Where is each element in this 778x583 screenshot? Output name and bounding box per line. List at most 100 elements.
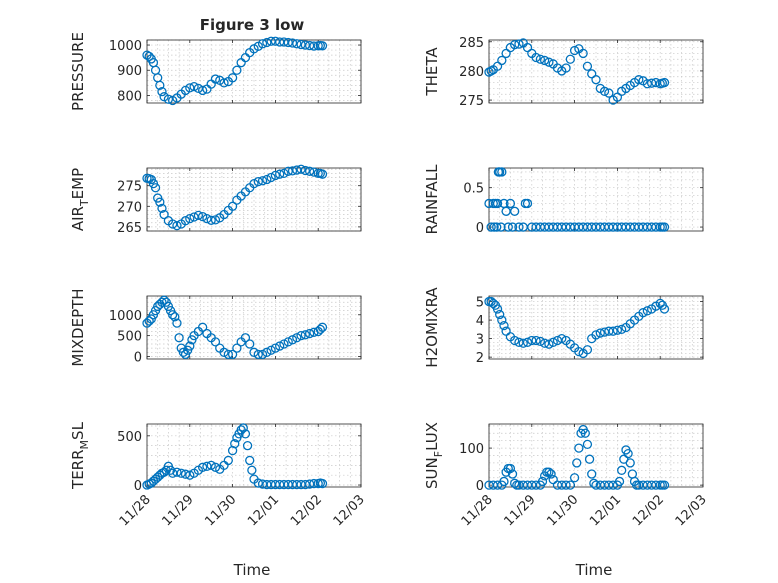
data-point <box>569 473 580 483</box>
x-tick-label: 12/03 <box>673 492 710 529</box>
data-point <box>578 48 588 59</box>
data-point <box>591 330 601 340</box>
data-point <box>617 324 627 335</box>
data-point <box>527 335 537 346</box>
data-point <box>287 38 298 48</box>
y-tick-label: 2 <box>476 351 484 366</box>
data-point <box>257 349 268 360</box>
y-tick-label: 0 <box>476 479 484 494</box>
data-point <box>535 54 546 64</box>
data-point <box>266 345 276 355</box>
data-point <box>587 69 597 79</box>
data-point <box>659 222 670 232</box>
data-point <box>292 333 302 343</box>
data-point <box>642 79 653 89</box>
data-point <box>565 480 575 490</box>
data-point <box>315 324 325 335</box>
data-point <box>537 476 548 487</box>
data-point <box>309 167 319 177</box>
data-point <box>614 476 625 487</box>
data-point <box>262 37 272 48</box>
data-point <box>522 198 533 209</box>
data-point <box>317 169 328 179</box>
data-point <box>253 176 263 187</box>
data-point <box>185 470 195 480</box>
data-point <box>623 448 633 459</box>
data-point <box>197 211 208 222</box>
data-point <box>486 222 496 232</box>
data-point <box>283 337 293 347</box>
y-tick-label: 500 <box>117 330 142 345</box>
data-point <box>150 183 161 193</box>
y-axis-label: SUNFLUX <box>423 422 445 489</box>
x-tick-label: 12/02 <box>288 492 325 529</box>
y-axis-label: PRESSURE <box>69 32 87 111</box>
data-point <box>659 77 670 88</box>
axes-frame <box>146 167 362 232</box>
y-tick-label: 3 <box>476 333 484 348</box>
subplot-pressure: 800 900 1000 PRESSURE <box>69 32 362 111</box>
y-tick-label: 800 <box>117 89 142 104</box>
data-point <box>510 206 520 216</box>
data-point <box>595 328 605 338</box>
x-axis-label-left: Time <box>233 561 271 579</box>
data-point <box>144 51 154 62</box>
x-tick-label: 11/28 <box>459 492 496 529</box>
data-point <box>496 222 506 232</box>
data-point <box>178 347 189 357</box>
data-point <box>202 461 212 471</box>
data-point <box>168 310 178 320</box>
y-tick-label: 275 <box>117 180 142 195</box>
data-point <box>304 166 315 176</box>
data-point <box>492 304 503 314</box>
data-point <box>262 174 272 185</box>
data-point <box>582 345 593 355</box>
data-point <box>612 325 623 335</box>
data-point <box>642 306 653 316</box>
data-point <box>492 198 503 209</box>
y-tick-label: 265 <box>117 221 142 236</box>
data-point <box>582 61 593 71</box>
data-point <box>172 318 182 328</box>
x-axis-label-right: Time <box>575 561 613 579</box>
data-point <box>617 465 627 475</box>
data-point <box>296 39 306 50</box>
data-point <box>180 216 191 226</box>
data-point <box>283 37 293 48</box>
subplot-sun-flux: 0 100 11/28 11/29 11/30 12/01 12/02 12/03 SUNFLU… <box>423 422 710 529</box>
data-point <box>304 328 315 339</box>
data-point <box>159 295 169 305</box>
data-point <box>287 166 298 176</box>
data-point <box>548 337 558 347</box>
x-tick-label: 12/01 <box>587 492 624 529</box>
data-point <box>612 92 623 102</box>
figure-title: Figure 3 low <box>200 16 305 34</box>
data-point <box>492 222 502 232</box>
data-point <box>634 75 644 85</box>
data-point <box>300 479 311 490</box>
data-point <box>518 338 528 348</box>
data-point <box>240 429 251 439</box>
data-point <box>317 478 328 489</box>
data-point <box>317 41 328 51</box>
data-point <box>197 85 208 96</box>
data-point <box>296 330 306 341</box>
data-point <box>262 347 272 357</box>
data-point <box>270 170 281 181</box>
data-point <box>514 39 524 49</box>
data-point <box>185 213 195 224</box>
data-point <box>292 39 302 49</box>
x-tick-label: 12/03 <box>331 492 368 529</box>
y-tick-label: 500 <box>117 430 142 445</box>
data-point <box>245 339 255 349</box>
data-point <box>270 343 281 353</box>
data-point <box>197 322 208 332</box>
data-point <box>163 94 174 104</box>
subplot-theta: 275 280 285 THETA <box>423 36 704 109</box>
data-point <box>659 480 670 490</box>
y-axis-label: MIXDEPTH <box>69 288 87 366</box>
data-point <box>185 341 195 351</box>
data-point <box>300 330 311 340</box>
data-point <box>157 87 167 97</box>
data-point <box>599 327 610 337</box>
